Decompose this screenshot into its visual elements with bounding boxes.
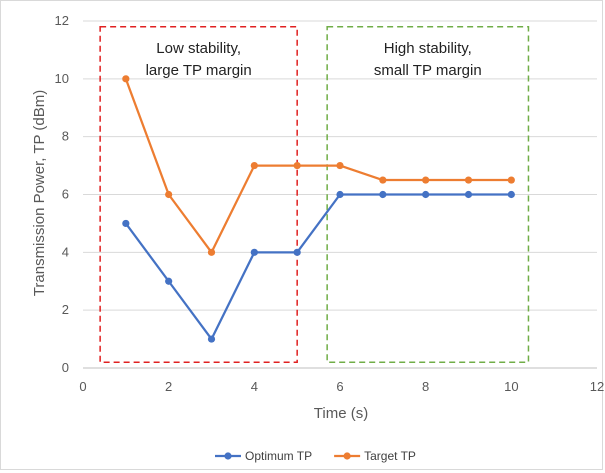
optimum-tp-point <box>165 277 173 285</box>
x-tick-label: 0 <box>79 379 86 394</box>
target-tp-point <box>207 248 216 256</box>
optimum-tp-point <box>507 190 515 199</box>
optimum-tp-point <box>122 219 130 228</box>
optimum-tp-point <box>207 335 216 343</box>
y-tick-label: 4 <box>62 244 69 259</box>
optimum-tp-point <box>250 248 258 256</box>
low-stability-label: large TP margin <box>146 62 252 79</box>
y-tick-label: 0 <box>62 360 69 375</box>
target-tp-point <box>464 176 473 184</box>
x-tick-label: 2 <box>165 379 172 394</box>
y-tick-label: 2 <box>62 302 69 317</box>
target-tp-point <box>165 190 173 199</box>
y-tick-label: 8 <box>62 129 69 144</box>
target-tp-point <box>293 161 301 170</box>
optimum-tp-point <box>293 248 301 256</box>
optimum-tp-point <box>464 190 473 199</box>
optimum-tp-point <box>336 190 344 199</box>
optimum-tp-legend-marker <box>224 452 232 460</box>
axes: 0 2 4 6 8 10 12 0 2 4 6 8 10 12 <box>55 13 605 394</box>
y-tick-label: 6 <box>62 187 69 202</box>
target-tp-point <box>507 176 515 184</box>
optimum-tp-line <box>124 193 512 341</box>
target-tp-line <box>124 78 512 254</box>
data-series <box>122 75 515 343</box>
high-stability-label: small TP margin <box>374 62 482 79</box>
high-stability-label: High stability, <box>384 40 472 57</box>
annotation-regions: Low stability, large TP margin High stabil… <box>99 26 530 363</box>
optimum-tp-legend-label: Optimum TP <box>245 449 312 463</box>
x-tick-label: 8 <box>422 379 429 394</box>
y-axis-title: Transmission Power, TP (dBm) <box>31 90 48 296</box>
optimum-tp-point <box>379 190 387 199</box>
x-tick-label: 6 <box>336 379 343 394</box>
target-tp-point <box>336 161 344 170</box>
low-stability-label: Low stability, <box>156 40 241 57</box>
x-tick-label: 4 <box>251 379 258 394</box>
target-tp-point <box>122 75 130 83</box>
target-tp-point <box>250 161 258 170</box>
x-axis-title: Time (s) <box>314 405 368 422</box>
y-tick-label: 10 <box>55 71 69 86</box>
x-tick-label: 10 <box>504 379 518 394</box>
legend: Optimum TP Target TP <box>215 449 416 463</box>
low-stability-region <box>99 26 298 363</box>
y-tick-label: 12 <box>55 13 69 28</box>
target-tp-point <box>379 176 387 184</box>
optimum-tp-point <box>422 190 430 199</box>
target-tp-point <box>422 176 430 184</box>
x-tick-label: 12 <box>590 379 604 394</box>
target-tp-legend-label: Target TP <box>364 449 416 463</box>
high-stability-region <box>326 26 530 363</box>
target-tp-legend-marker <box>343 452 351 460</box>
